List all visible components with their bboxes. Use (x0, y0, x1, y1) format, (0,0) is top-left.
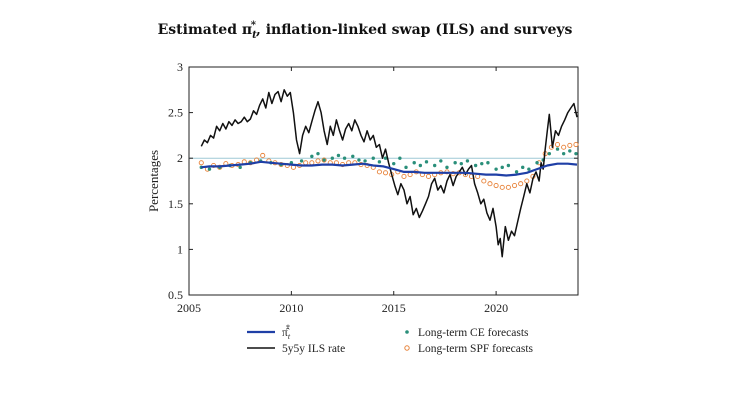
x-tick-label: 2005 (177, 301, 201, 315)
legend-pi-star-sub: t (288, 332, 291, 341)
ce-forecast-point (412, 161, 416, 165)
ce-forecast-point (514, 170, 519, 174)
ce-forecast-point (547, 151, 552, 156)
plot-area (188, 66, 579, 296)
ce-forecast-point (439, 159, 443, 163)
spf-forecast-point (425, 173, 432, 179)
spf-forecast-point (321, 157, 327, 163)
legend-ils-label: 5y5y ILS rate (282, 343, 345, 355)
spf-forecast-point (309, 160, 315, 166)
y-tick-label: 3 (177, 60, 183, 74)
ce-forecast-point (486, 161, 490, 165)
spf-forecast-point (524, 178, 530, 184)
spf-forecast-point (260, 152, 266, 159)
spf-forecast-point (487, 181, 493, 187)
spf-forecast-point (548, 144, 554, 150)
ce-forecast-point (506, 163, 511, 168)
legend-pi-star-sup: * (286, 323, 290, 332)
spf-forecast-point (382, 170, 389, 176)
ce-forecast-point (494, 167, 498, 171)
spf-forecast-point (505, 184, 511, 190)
y-tick-label: 2.5 (168, 106, 183, 120)
spf-forecast-point (198, 160, 204, 166)
spf-forecast-point (376, 169, 382, 175)
spf-forecast-point (561, 144, 567, 150)
ce-forecast-point (500, 165, 504, 170)
ce-forecast-point (398, 156, 402, 160)
legend-pi-star-label: π̂t* (282, 323, 291, 341)
ce-forecast-point (574, 151, 578, 156)
legend-spf-label: Long-term SPF forecasts (418, 343, 534, 355)
legend-pi-star-symbol: π̂ (282, 327, 290, 339)
ce-forecast-point (404, 165, 408, 170)
title-suffix: , inflation-linked swap (ILS) and survey… (256, 22, 573, 38)
title-pi-superscript: * (251, 20, 257, 31)
ce-forecast-point (459, 161, 463, 166)
ce-forecast-point (432, 163, 437, 168)
axis-ticks-layer: 2005 2010 2015 2020 0.5 1 1.5 2 2.5 3 (168, 60, 578, 315)
ce-forecast-point (336, 153, 341, 158)
ce-forecast-point (418, 163, 423, 168)
ce-forecast-point (299, 159, 304, 163)
y-tick-label: 1 (177, 242, 183, 256)
ce-forecast-point (535, 161, 539, 165)
ce-forecast-point (568, 149, 572, 153)
ce-forecast-point (342, 156, 347, 160)
spf-forecast-point (315, 158, 321, 164)
title-pi-symbol: π (242, 22, 252, 38)
ce-forecast-point (527, 167, 531, 171)
ce-forecast-point (561, 151, 566, 156)
ce-forecast-point (445, 165, 449, 170)
spf-forecast-point (511, 183, 518, 189)
ce-forecast-point (330, 156, 335, 160)
ce-forecast-point (371, 156, 375, 160)
ce-forecast-point (207, 167, 212, 171)
ce-forecast-point (521, 165, 525, 170)
legend-ce-marker (405, 330, 409, 334)
ce-forecast-point (322, 158, 326, 162)
ce-forecast-point (357, 158, 361, 162)
ce-forecast-point (453, 161, 457, 165)
series-layer (198, 89, 579, 258)
ce-forecast-point (377, 160, 382, 164)
legend-spf-marker (404, 345, 410, 351)
legend: π̂t* 5y5y ILS rate Long-term CE forecast… (247, 323, 534, 355)
y-tick-label: 1.5 (168, 197, 183, 211)
ce-forecast-point (392, 161, 396, 166)
spf-forecast-point (499, 184, 505, 190)
legend-ce-label: Long-term CE forecasts (418, 327, 529, 339)
spf-forecast-point (401, 173, 407, 179)
x-tick-label: 2010 (279, 301, 303, 315)
ce-forecast-point (555, 147, 560, 151)
x-tick-label: 2020 (484, 301, 508, 315)
spf-forecast-point (407, 172, 413, 178)
pi-star-line (201, 160, 578, 177)
spf-forecast-point (554, 141, 561, 148)
ce-forecast-point (383, 156, 388, 160)
y-tick-label: 2 (177, 151, 183, 165)
spf-forecast-point (567, 142, 573, 148)
ce-forecast-point (473, 163, 478, 168)
ce-forecast-point (465, 159, 470, 163)
ce-forecast-point (424, 160, 429, 164)
chart-title: Estimated πt*, inflation-linked swap (IL… (158, 20, 573, 41)
ce-forecast-point (351, 154, 355, 159)
ce-forecast-point (480, 161, 484, 166)
spf-forecast-point (493, 183, 499, 189)
spf-forecast-point (573, 141, 579, 148)
y-axis-label: Percentages (146, 150, 161, 212)
ils-rate-line (200, 89, 578, 258)
spf-forecast-point (518, 181, 524, 187)
spf-forecast-point (481, 178, 487, 184)
ce-forecast-point (310, 154, 314, 159)
title-prefix: Estimated (158, 22, 242, 38)
ce-forecast-point (363, 159, 367, 163)
ce-forecast-point (238, 165, 242, 170)
ce-forecast-point (316, 151, 320, 156)
spf-forecast-point (303, 160, 309, 166)
title-pi-subscript: t (252, 30, 257, 41)
y-tick-label: 0.5 (168, 288, 183, 302)
x-tick-label: 2015 (382, 301, 406, 315)
